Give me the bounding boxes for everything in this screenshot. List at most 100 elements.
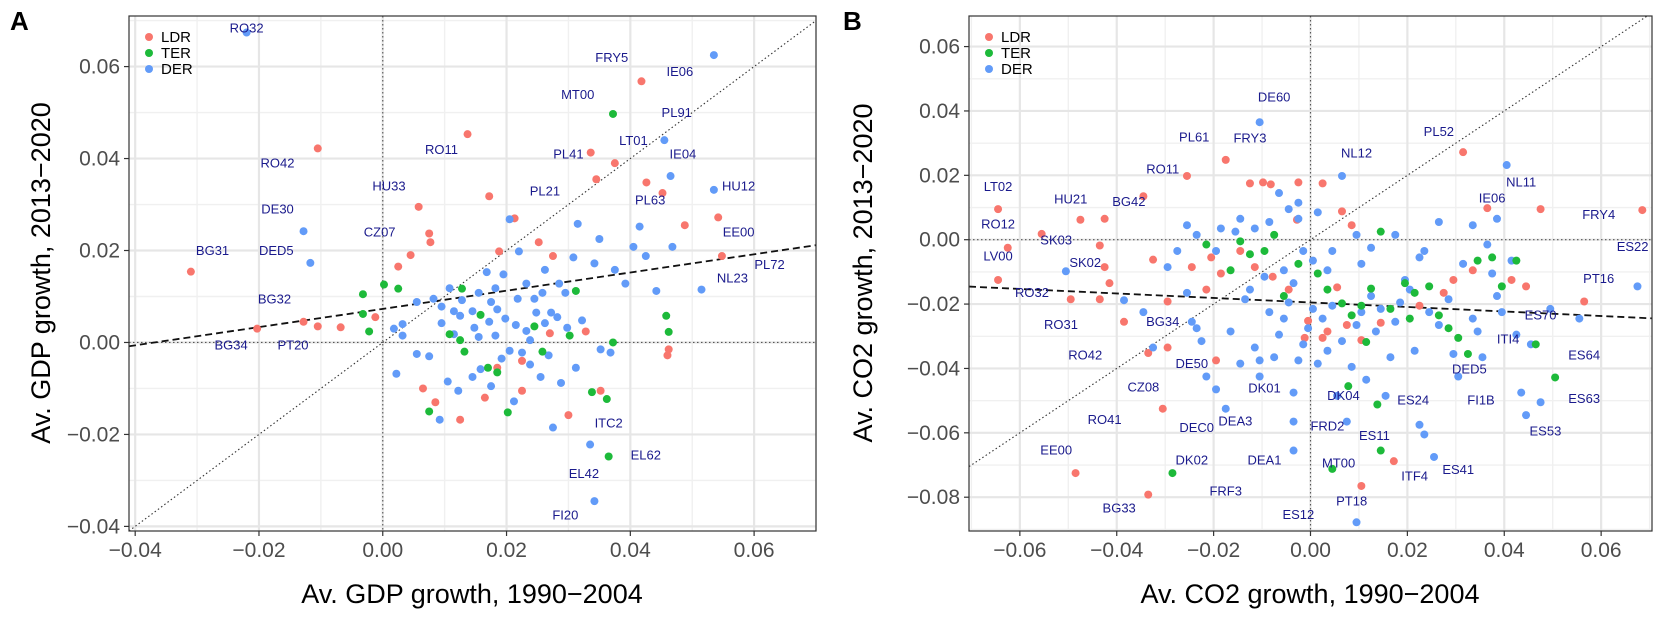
point-der <box>1318 314 1327 323</box>
point-ldr <box>186 267 195 276</box>
panel-a-reflines <box>128 16 817 532</box>
point-der <box>1449 349 1458 358</box>
point-der <box>1434 321 1443 329</box>
point-ter <box>1313 269 1322 278</box>
point-ter <box>1454 333 1463 342</box>
point-der <box>501 314 510 323</box>
point-der <box>299 227 308 236</box>
point-ter <box>1386 304 1395 313</box>
point-der <box>635 222 644 231</box>
identity-line <box>128 20 817 532</box>
point-der <box>1236 359 1245 368</box>
point-ldr <box>313 322 322 331</box>
panel-a-yticks: −0.04 −0.02 0.00 0.02 0.04 0.06 <box>67 56 129 538</box>
point-der <box>709 185 718 194</box>
point-ldr <box>994 205 1003 214</box>
point-der <box>1512 330 1521 339</box>
point-ldr <box>1100 214 1109 223</box>
point-ter <box>608 109 617 118</box>
point-ter <box>1425 282 1434 291</box>
point-der <box>443 377 452 386</box>
point-label: CZ07 <box>364 225 396 240</box>
point-der <box>586 440 595 449</box>
point-der <box>1289 279 1298 288</box>
point-der <box>1367 292 1376 301</box>
point-label: PT16 <box>1583 271 1614 286</box>
point-ldr <box>1250 263 1259 272</box>
point-ldr <box>1003 243 1012 252</box>
point-ter <box>365 327 374 336</box>
point-label: FRY4 <box>1582 207 1615 222</box>
point-label: PL91 <box>662 105 692 120</box>
point-ter <box>1260 246 1269 255</box>
point-ter <box>456 336 465 345</box>
point-ter <box>1270 230 1279 239</box>
panel-b-yticks: −0.08 −0.06 −0.04 −0.02 0.00 0.02 0.04 0.06 <box>907 36 969 509</box>
point-der <box>1415 253 1424 262</box>
point-der <box>596 345 605 354</box>
y-tick-label: 0.06 <box>919 36 960 59</box>
point-der <box>1371 327 1380 336</box>
point-der <box>1265 308 1274 317</box>
point-der <box>1289 446 1298 455</box>
point-der <box>1255 356 1264 365</box>
point-ldr <box>1638 206 1647 215</box>
point-ter <box>1376 446 1385 455</box>
point-label: ES70 <box>1525 308 1557 323</box>
point-der <box>557 378 566 387</box>
point-der <box>1221 404 1230 413</box>
point-ter <box>457 284 466 293</box>
point-label: EE00 <box>723 225 755 240</box>
point-der <box>487 382 496 391</box>
point-ldr <box>1095 241 1104 250</box>
point-label: RO32 <box>1015 285 1049 300</box>
point-ldr <box>1221 155 1230 164</box>
point-ter <box>1362 338 1371 347</box>
point-label: ES64 <box>1568 347 1600 362</box>
x-tick-label: 0.00 <box>362 539 403 562</box>
point-ldr <box>1120 317 1129 326</box>
point-ldr <box>658 189 667 198</box>
point-der <box>1245 285 1254 294</box>
point-ldr <box>1337 207 1346 216</box>
point-der <box>476 365 485 374</box>
point-ldr <box>1212 356 1221 365</box>
point-label: ITI4 <box>1497 331 1519 346</box>
point-der <box>1396 298 1405 307</box>
point-ter <box>571 286 580 295</box>
point-label: LV00 <box>983 249 1012 264</box>
point-label: ES24 <box>1397 393 1429 408</box>
point-der <box>1182 221 1191 230</box>
legend-label-ter: TER <box>1001 45 1031 62</box>
regression-line <box>968 285 1653 320</box>
point-der <box>1294 198 1303 207</box>
point-ldr <box>1144 349 1153 358</box>
point-der <box>1313 208 1322 217</box>
point-label: HU12 <box>722 179 755 194</box>
point-ter <box>1405 314 1414 323</box>
point-ter <box>483 363 492 372</box>
point-der <box>553 313 562 322</box>
point-label: NL11 <box>1506 175 1536 190</box>
point-label: DEA1 <box>1247 452 1281 467</box>
point-label: IE06 <box>1479 191 1506 206</box>
point-der <box>1333 391 1342 400</box>
legend-label-ter: TER <box>161 45 191 62</box>
point-der <box>526 336 535 345</box>
point-ldr <box>1300 333 1309 342</box>
point-der <box>629 242 638 251</box>
point-ldr <box>1580 297 1589 306</box>
point-der <box>1250 224 1259 233</box>
point-der <box>1473 327 1482 336</box>
point-der <box>1357 259 1366 268</box>
point-der <box>1347 362 1356 371</box>
point-ter <box>1531 340 1540 349</box>
point-ldr <box>1071 469 1080 478</box>
point-label: DEA3 <box>1218 414 1252 429</box>
point-ldr <box>394 262 403 271</box>
point-der <box>536 372 545 381</box>
point-ldr <box>414 202 423 211</box>
point-der <box>1061 267 1070 276</box>
point-der <box>1357 308 1366 317</box>
